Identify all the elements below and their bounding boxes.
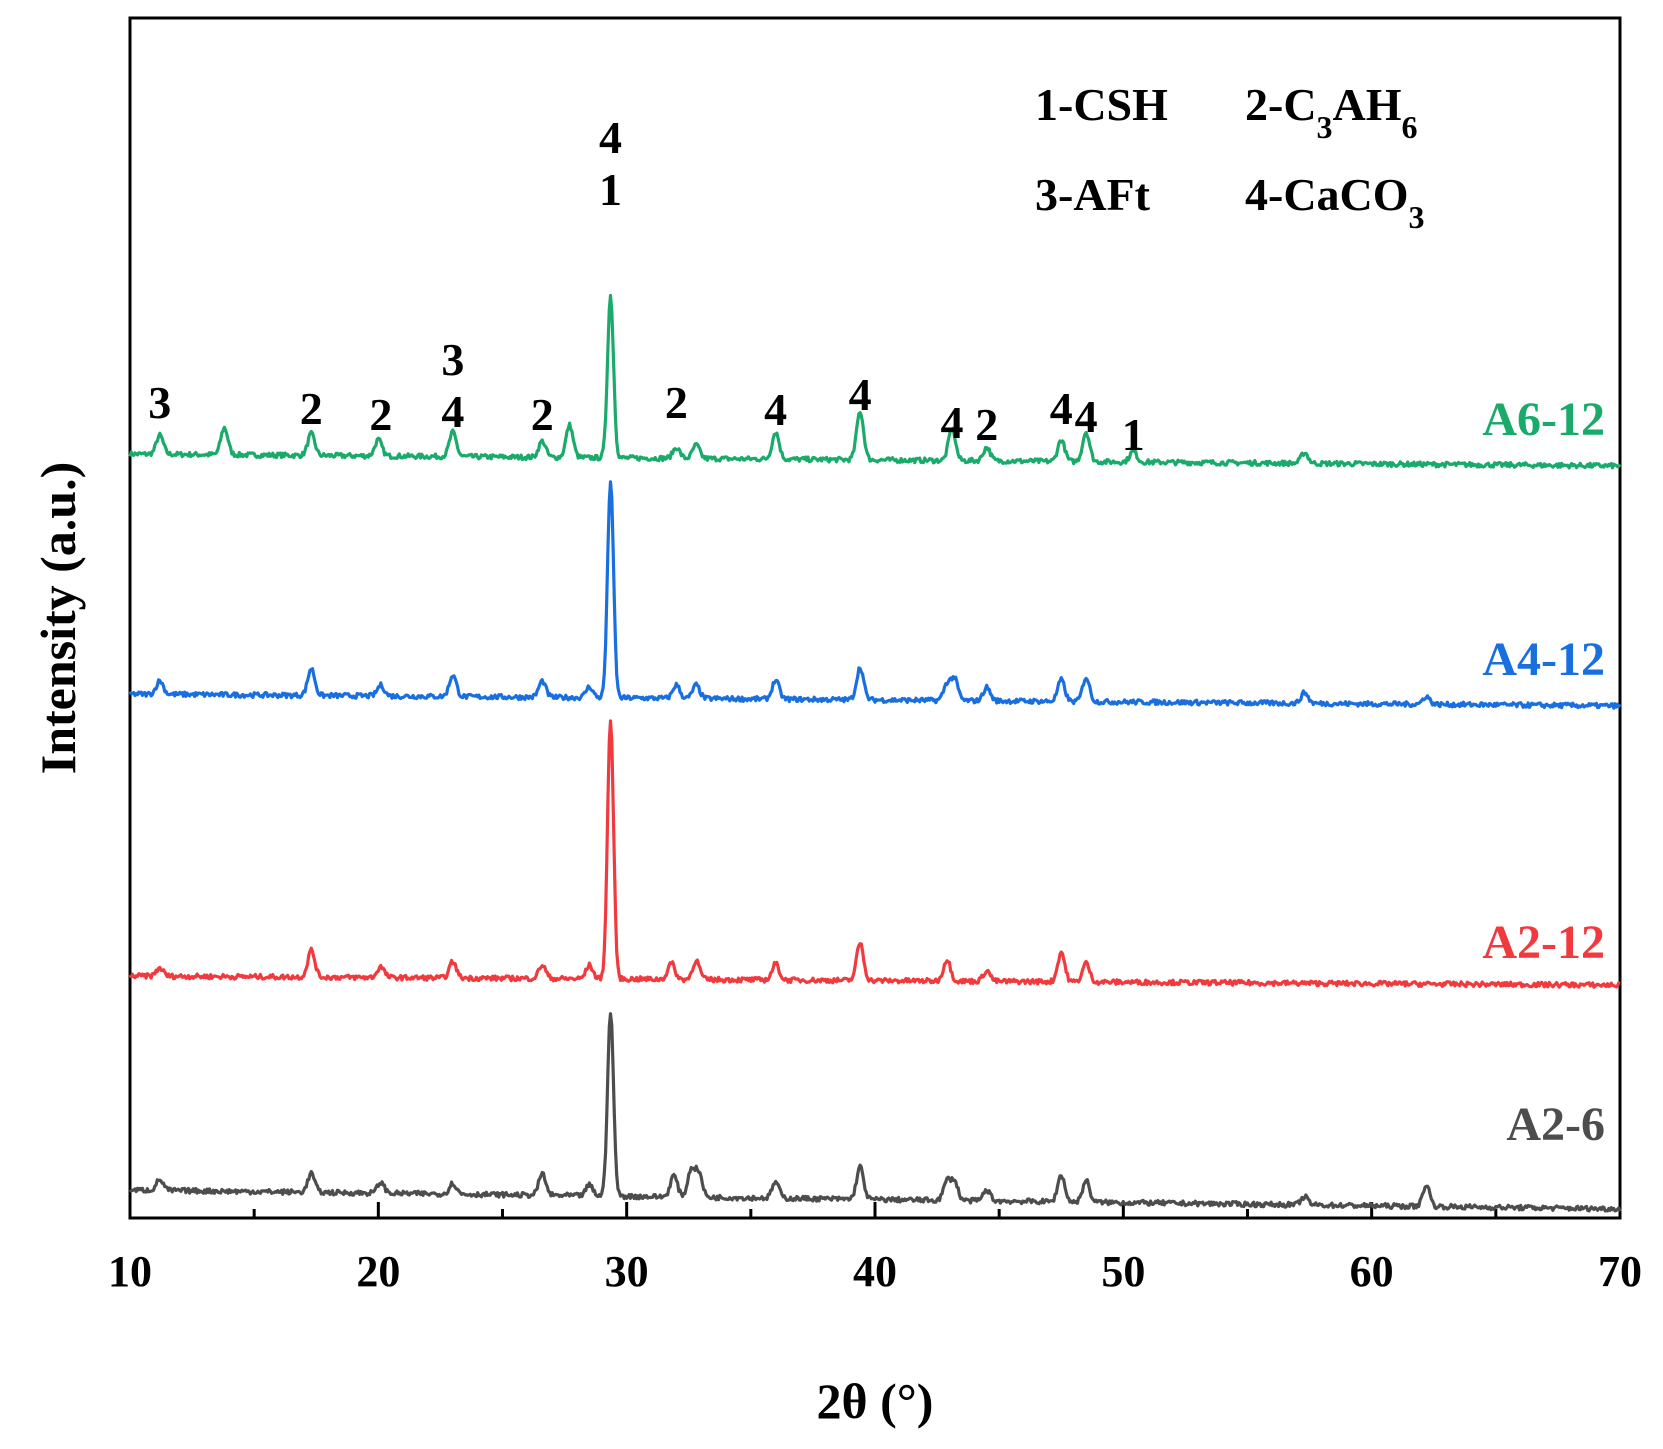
peak-label: 4 [764, 384, 787, 435]
peak-label: 2 [975, 399, 998, 450]
trace-a4-12 [128, 480, 1622, 710]
x-tick-label: 50 [1101, 1247, 1145, 1296]
peak-label: 4 [441, 386, 464, 437]
peak-label: 4 [940, 397, 963, 448]
legend-entry: 2-C3AH6 [1245, 79, 1418, 145]
x-tick-label: 60 [1350, 1247, 1394, 1296]
x-axis: 10 20 30 40 50 60 70 [108, 1202, 1642, 1296]
x-tick-label: 40 [853, 1247, 897, 1296]
peak-label: 3 [148, 377, 171, 428]
x-axis-label: 2θ (°) [817, 1373, 934, 1429]
peak-label: 4 [849, 369, 872, 420]
peak-label: 4 [1075, 391, 1098, 442]
trace-a2-6 [128, 1012, 1622, 1213]
phase-legend: 1-CSH 2-C3AH6 3-AFt 4-CaCO3 [1035, 79, 1425, 235]
peak-label: 2 [369, 389, 392, 440]
y-axis-label: Intensity (a.u.) [30, 462, 86, 775]
peak-label: 3 [441, 334, 464, 385]
series-label-a4-12: A4-12 [1482, 633, 1605, 686]
trace-a2-12 [128, 719, 1621, 989]
x-tick-label: 30 [605, 1247, 649, 1296]
x-tick-label: 20 [356, 1247, 400, 1296]
peak-label: 4 [1050, 383, 1073, 434]
legend-entry: 4-CaCO3 [1245, 169, 1425, 235]
traces [128, 293, 1622, 1213]
trace-a6-12 [128, 293, 1622, 470]
peak-label: 2 [531, 389, 554, 440]
series-label-a6-12: A6-12 [1482, 393, 1605, 446]
series-label-a2-6: A2-6 [1506, 1098, 1605, 1151]
series-labels: A6-12 A4-12 A2-12 A2-6 [1482, 393, 1605, 1151]
x-tick-label: 10 [108, 1247, 152, 1296]
x-tick-label: 70 [1598, 1247, 1642, 1296]
legend-entry: 1-CSH [1035, 79, 1168, 130]
peak-label: 1 [599, 164, 622, 215]
peak-label: 1 [1122, 409, 1145, 460]
peak-label: 2 [665, 377, 688, 428]
peak-label: 2 [300, 383, 323, 434]
legend-entry: 3-AFt [1035, 169, 1151, 220]
series-label-a2-12: A2-12 [1482, 916, 1605, 969]
peak-label: 4 [599, 112, 622, 163]
